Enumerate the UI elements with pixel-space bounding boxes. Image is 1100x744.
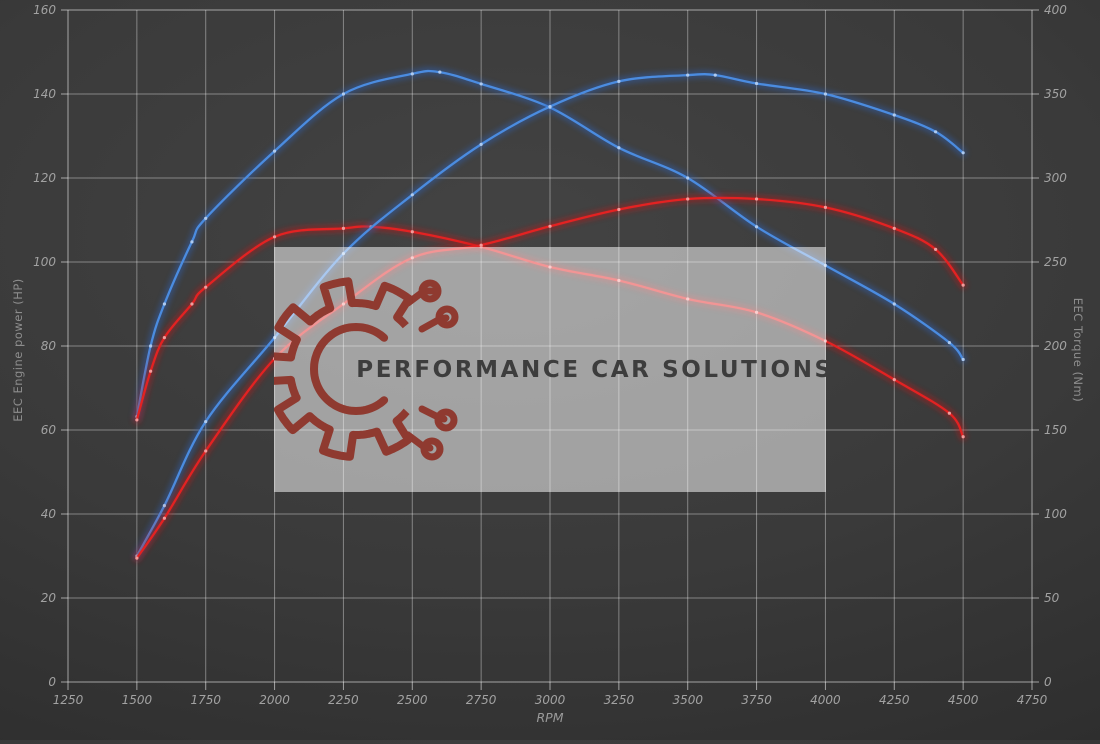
x-tick-label: 1500 (122, 693, 153, 707)
y-right-tick-label: 150 (1044, 423, 1067, 437)
x-tick-label: 3500 (672, 693, 703, 707)
y-right-tick-label: 0 (1044, 675, 1052, 689)
x-tick-label: 4250 (879, 693, 910, 707)
y-right-tick-label: 100 (1044, 507, 1067, 521)
y-left-tick-label: 140 (33, 87, 56, 101)
y-right-tick-label: 350 (1044, 87, 1067, 101)
x-tick-label: 2500 (397, 693, 428, 707)
x-tick-label: 3250 (604, 693, 635, 707)
x-tick-label: 2250 (328, 693, 359, 707)
x-tick-label: 4750 (1017, 693, 1048, 707)
y-axis-title-right: EEC Torque (Nm) (1071, 297, 1085, 403)
watermark-logo (274, 277, 459, 461)
y-right-tick-label: 400 (1044, 3, 1067, 17)
y-axis-title-left: EEC Engine power (HP) (11, 278, 25, 422)
x-tick-label: 4500 (948, 693, 979, 707)
x-tick-label: 3000 (535, 693, 566, 707)
x-tick-label: 2000 (259, 693, 290, 707)
x-tick-label: 1250 (53, 693, 84, 707)
y-right-tick-label: 50 (1044, 591, 1060, 605)
y-left-tick-label: 0 (48, 675, 56, 689)
y-right-tick-label: 300 (1044, 171, 1067, 185)
y-left-tick-label: 40 (41, 507, 57, 521)
gear-icon (274, 277, 413, 461)
y-right-tick-label: 250 (1044, 255, 1067, 269)
y-left-tick-label: 60 (41, 423, 57, 437)
y-left-tick-label: 120 (33, 171, 56, 185)
x-axis-title: RPM (536, 710, 564, 725)
x-tick-label: 3750 (741, 693, 772, 707)
y-left-tick-label: 160 (33, 3, 56, 17)
x-tick-label: 2750 (466, 693, 497, 707)
y-right-tick-label: 200 (1044, 339, 1067, 353)
curve-blue-torque (132, 67, 968, 421)
y-left-tick-label: 80 (41, 339, 57, 353)
watermark-text: PERFORMANCE CAR SOLUTIONS (356, 356, 834, 383)
grid (67, 9, 1033, 683)
y-left-tick-label: 20 (41, 591, 57, 605)
axis-ticks: 1250 1500 1750 2000 2250 2500 2750 3000 3250 3500… (33, 3, 1067, 707)
curve-blue-power (132, 70, 968, 560)
x-tick-label: 1750 (190, 693, 221, 707)
circuit-icon (404, 279, 459, 461)
watermark: PERFORMANCE CAR SOLUTIONS (274, 247, 834, 492)
x-tick-label: 4000 (810, 693, 841, 707)
y-left-tick-label: 100 (33, 255, 56, 269)
curve-red-power (132, 193, 968, 563)
